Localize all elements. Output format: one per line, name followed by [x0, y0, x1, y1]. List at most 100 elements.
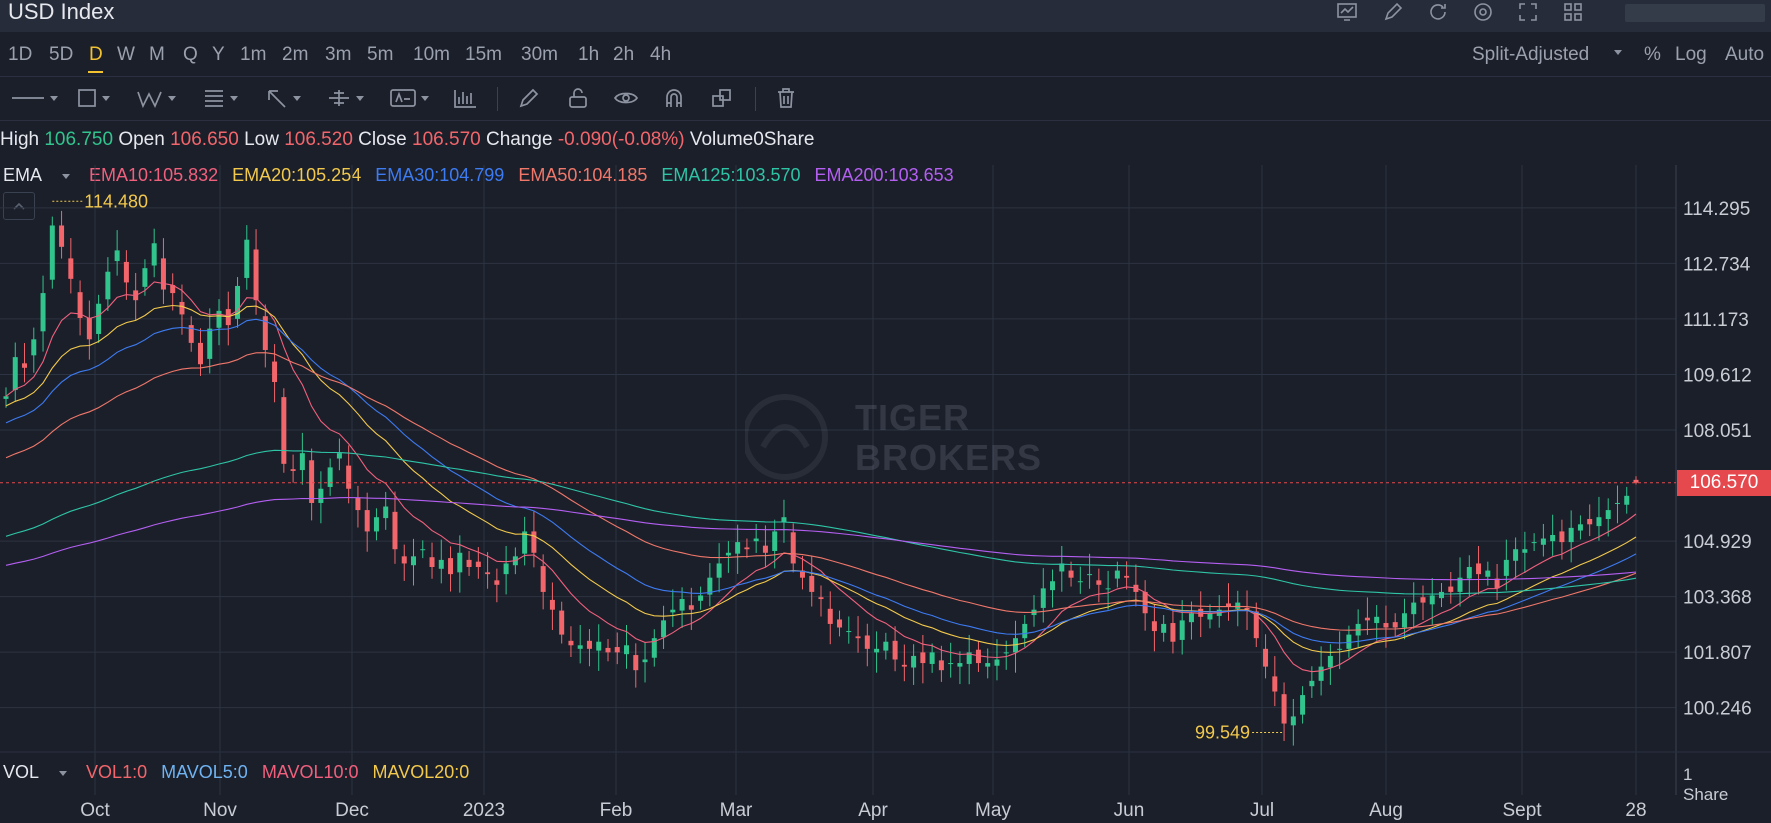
x-tick-label: Nov	[203, 800, 237, 821]
candle-body	[938, 660, 944, 671]
candle-body	[948, 663, 954, 665]
candle-body	[1401, 613, 1407, 628]
x-tick-label: Oct	[80, 800, 110, 821]
y-tick-label: 101.807	[1683, 643, 1752, 664]
candle-body	[1614, 502, 1620, 504]
trash-icon[interactable]	[775, 85, 797, 111]
y-tick-label: 114.295	[1683, 199, 1750, 220]
timeframe-2h[interactable]: 2h	[613, 44, 635, 65]
collapse-button[interactable]	[3, 192, 35, 220]
timeframe-d[interactable]: D	[89, 44, 103, 65]
edit-icon[interactable]	[1379, 0, 1407, 24]
pencil-icon[interactable]	[517, 85, 541, 111]
timeframe-q[interactable]: Q	[183, 44, 198, 65]
candle-body	[1337, 648, 1343, 650]
text-tool-icon[interactable]	[389, 85, 429, 111]
active-timeframe-underline	[88, 71, 103, 73]
candle-body	[633, 655, 639, 671]
candle-body	[624, 645, 630, 655]
candle-body	[586, 640, 592, 649]
timeframe-10m[interactable]: 10m	[413, 44, 450, 65]
candle-body	[197, 342, 203, 365]
timeframe-w[interactable]: W	[117, 44, 135, 65]
settings-icon[interactable]	[1469, 0, 1497, 24]
y-tick-label: 111.173	[1683, 310, 1749, 331]
refresh-icon[interactable]	[1424, 0, 1452, 24]
timeframe-30m[interactable]: 30m	[521, 44, 558, 65]
ema-indicator-select[interactable]: EMA	[3, 165, 84, 185]
timeframe-1d[interactable]: 1D	[8, 44, 33, 65]
candle-body	[883, 641, 889, 651]
candle-body	[837, 619, 843, 628]
candle-body	[874, 648, 880, 653]
magnet-icon[interactable]	[662, 85, 686, 111]
vol-indicator-select[interactable]: VOL	[3, 762, 81, 782]
candle-body	[40, 293, 46, 332]
ema-legend: EMA EMA10:105.832 EMA20:105.254 EMA30:104.…	[3, 165, 982, 186]
x-tick-label: 28	[1625, 800, 1646, 821]
candle-body	[772, 531, 778, 551]
lock-icon[interactable]	[566, 85, 590, 111]
split-adjusted-select[interactable]: Split-Adjusted	[1472, 44, 1590, 65]
auto-toggle[interactable]: Auto	[1725, 44, 1765, 65]
candle-body	[1466, 567, 1472, 579]
candle-body	[1022, 623, 1028, 639]
timeframe-5d[interactable]: 5D	[49, 44, 74, 65]
pattern-tool-icon[interactable]	[452, 85, 478, 111]
candle-body	[475, 561, 481, 568]
eye-icon[interactable]	[613, 85, 639, 111]
candle-body	[892, 640, 898, 660]
x-tick-label: Sept	[1502, 800, 1542, 821]
arrow-tool-icon[interactable]	[265, 85, 301, 111]
timeframe-1m[interactable]: 1m	[240, 44, 267, 65]
candle-body	[1179, 620, 1185, 640]
timeframe-5m[interactable]: 5m	[367, 44, 394, 65]
candle-body	[1151, 621, 1157, 632]
account-badge[interactable]	[1625, 4, 1765, 22]
rect-tool-icon[interactable]	[76, 85, 110, 111]
chevron-down-icon	[62, 173, 71, 179]
candle-body	[661, 620, 667, 638]
timeframe-3m[interactable]: 3m	[325, 44, 352, 65]
timeframe-m[interactable]: M	[149, 44, 165, 65]
candle-body	[12, 357, 18, 391]
candle-body	[327, 467, 333, 487]
close-label: Close	[358, 129, 407, 150]
log-toggle[interactable]: Log	[1675, 44, 1707, 65]
clone-icon[interactable]	[710, 85, 734, 111]
timeframe-15m[interactable]: 15m	[465, 44, 502, 65]
chart-icon[interactable]	[1333, 0, 1361, 24]
timeframe-1h[interactable]: 1h	[578, 44, 600, 65]
candle-body	[142, 268, 148, 287]
ema-legend-item-4: EMA125:103.570	[661, 165, 801, 185]
candle-body	[420, 549, 426, 551]
measure-tool-icon[interactable]	[326, 85, 364, 111]
grid-icon[interactable]	[1559, 0, 1587, 24]
percent-toggle[interactable]: %	[1644, 44, 1661, 65]
candle-body	[1124, 575, 1130, 578]
candle-body	[438, 559, 444, 569]
open-label: Open	[118, 129, 165, 150]
y-tick-label: 112.734	[1683, 254, 1751, 275]
candle-body	[49, 225, 55, 280]
candle-body	[466, 559, 472, 568]
candle-body	[642, 659, 648, 663]
expand-icon[interactable]	[1514, 0, 1542, 24]
candle-body	[855, 636, 861, 639]
line-tool-icon[interactable]	[10, 85, 58, 111]
candle-body	[1198, 608, 1204, 617]
fib-tool-icon[interactable]	[202, 85, 238, 111]
candle-body	[1235, 602, 1241, 609]
volume-legend: VOL VOL1:0 MAVOL5:0 MAVOL10:0 MAVOL20:0	[3, 762, 497, 783]
timeframe-y[interactable]: Y	[212, 44, 225, 65]
chevron-down-icon[interactable]	[1614, 50, 1622, 55]
candle-body	[207, 328, 213, 359]
candle-body	[1503, 559, 1509, 576]
timeframe-2m[interactable]: 2m	[282, 44, 309, 65]
timeframe-4h[interactable]: 4h	[650, 44, 672, 65]
candle-body	[614, 647, 620, 653]
wave-tool-icon[interactable]	[136, 85, 176, 111]
drawing-toolbar	[0, 77, 1771, 121]
window-title: USD Index	[8, 0, 115, 24]
